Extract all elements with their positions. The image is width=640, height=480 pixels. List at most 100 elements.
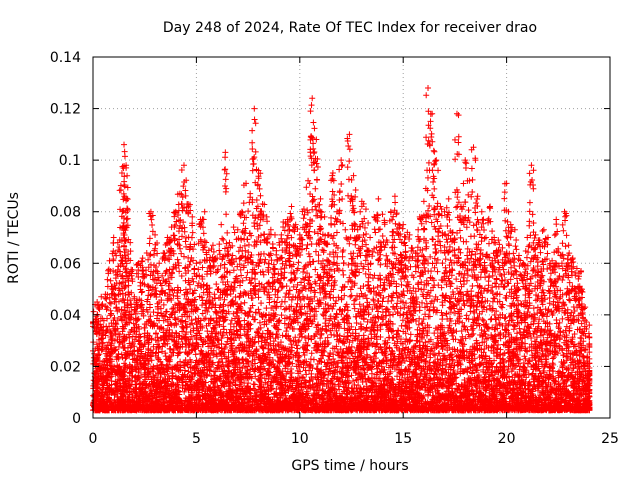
data-point: [103, 296, 110, 303]
data-point: [98, 346, 105, 353]
data-point: [100, 317, 107, 324]
data-point: [104, 326, 111, 333]
data-point: [240, 200, 247, 207]
data-point: [307, 108, 314, 115]
data-point: [200, 230, 207, 237]
data-point: [258, 300, 265, 307]
data-point: [305, 250, 312, 257]
data-point: [106, 299, 113, 306]
data-point: [250, 160, 257, 167]
data-point: [245, 208, 252, 215]
data-point: [97, 315, 104, 322]
data-point: [231, 229, 238, 236]
data-point: [114, 388, 121, 395]
data-point: [211, 291, 218, 298]
data-point: [111, 337, 118, 344]
data-point: [251, 220, 258, 227]
data-point: [188, 369, 195, 376]
data-point: [189, 213, 196, 220]
data-point: [227, 321, 234, 328]
data-point: [223, 211, 230, 218]
data-point: [240, 220, 247, 227]
data-point: [104, 391, 111, 398]
data-point: [102, 332, 109, 339]
data-point: [300, 215, 307, 222]
data-point: [148, 216, 155, 223]
data-point: [110, 234, 117, 241]
data-point: [220, 236, 227, 243]
data-point: [121, 183, 128, 190]
data-point: [108, 310, 115, 317]
data-point: [310, 140, 317, 147]
data-point: [232, 294, 239, 301]
data-point: [116, 339, 123, 346]
data-point: [112, 284, 119, 291]
data-point: [107, 300, 114, 307]
data-point: [294, 345, 301, 352]
data-point: [308, 102, 315, 109]
data-point: [108, 363, 115, 370]
data-point: [181, 253, 188, 260]
data-point: [100, 400, 107, 407]
data-point: [116, 243, 123, 250]
data-point: [244, 236, 251, 243]
data-point: [121, 173, 128, 180]
data-point: [222, 182, 229, 189]
data-point: [175, 217, 182, 224]
data-point: [116, 331, 123, 338]
data-point: [229, 252, 236, 259]
data-point: [127, 301, 134, 308]
data-point: [311, 125, 318, 132]
data-point: [295, 338, 302, 345]
data-point: [201, 208, 208, 215]
data-point: [113, 304, 120, 311]
data-point: [146, 235, 153, 242]
data-point: [134, 261, 141, 268]
data-point: [124, 172, 131, 179]
data-point: [121, 181, 128, 188]
data-point: [193, 260, 200, 267]
data-point: [241, 299, 248, 306]
data-point: [179, 194, 186, 201]
data-point: [309, 95, 316, 102]
data-point: [203, 286, 210, 293]
data-point: [163, 267, 170, 274]
data-point: [96, 306, 103, 313]
data-point: [249, 127, 256, 134]
data-point: [303, 184, 310, 191]
data-point: [102, 303, 109, 310]
data-point: [110, 256, 117, 263]
data-point: [98, 324, 105, 331]
data-point: [115, 343, 122, 350]
data-point: [252, 120, 259, 127]
data-point: [255, 294, 262, 301]
data-point: [281, 306, 288, 313]
data-point: [107, 277, 114, 284]
data-point: [119, 163, 126, 170]
data-point: [278, 231, 285, 238]
data-point: [249, 145, 256, 152]
data-point: [112, 305, 119, 312]
data-point: [271, 231, 278, 238]
data-point: [218, 221, 225, 228]
data-point: [97, 321, 104, 328]
data-point: [310, 197, 317, 204]
data-point: [274, 318, 281, 325]
data-point: [122, 355, 129, 362]
data-point: [133, 270, 140, 277]
data-point: [257, 192, 264, 199]
data-point: [182, 238, 189, 245]
data-point: [107, 374, 114, 381]
data-point: [108, 358, 115, 365]
data-point: [117, 291, 124, 298]
data-point: [260, 250, 267, 257]
data-point: [90, 308, 97, 315]
data-point: [112, 292, 119, 299]
data-point: [104, 407, 111, 414]
data-point: [92, 374, 99, 381]
data-point: [95, 301, 102, 308]
data-point: [154, 309, 161, 316]
data-point: [252, 148, 259, 155]
data-point: [118, 306, 125, 313]
